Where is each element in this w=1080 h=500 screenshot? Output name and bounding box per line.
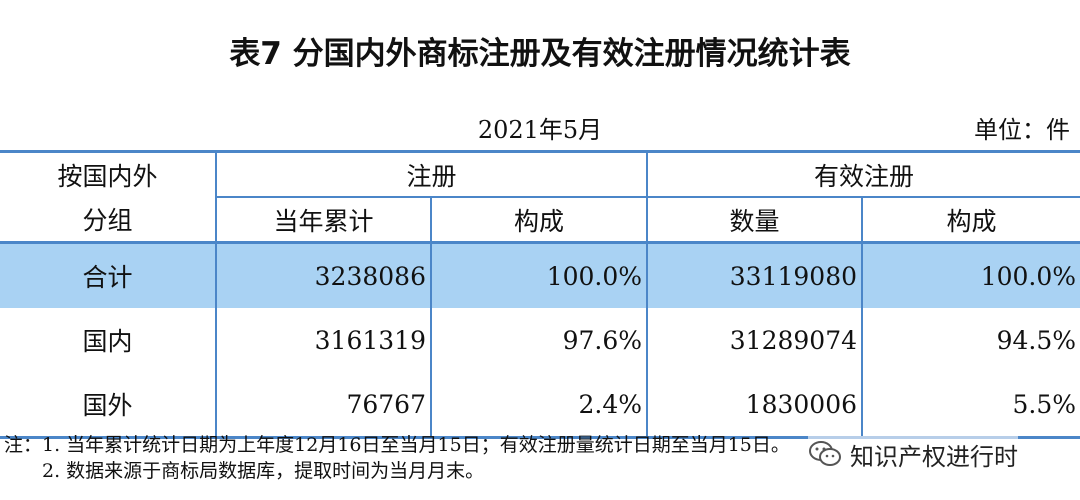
trademark-statistics-table: 按国内外 注册 有效注册 分组 当年累计 构成 数量 构成 合计 3238086… <box>0 150 1080 439</box>
registration-share: 2.4% <box>429 372 648 439</box>
valid-count: 33119080 <box>646 242 863 308</box>
table-notes: 注：1. 当年累计统计日期为上年度12月16日至当月15日；有效注册量统计日期至… <box>4 432 790 484</box>
watermark: 知识产权进行时 <box>808 436 1018 472</box>
valid-composition-header: 构成 <box>861 197 1080 244</box>
group-header-line1: 按国内外 <box>0 150 216 197</box>
valid-count: 1830006 <box>646 372 863 439</box>
valid-share: 5.5% <box>861 372 1080 439</box>
report-date: 2021年5月 <box>477 116 603 144</box>
valid-share: 94.5% <box>861 308 1080 372</box>
valid-registration-header: 有效注册 <box>646 150 1080 198</box>
row-label: 合计 <box>0 242 216 308</box>
valid-share: 100.0% <box>861 242 1080 308</box>
table-title: 表7 分国内外商标注册及有效注册情况统计表 <box>229 36 851 72</box>
registration-count: 3161319 <box>215 308 431 372</box>
wechat-icon <box>809 441 841 466</box>
watermark-text: 知识产权进行时 <box>850 442 1018 471</box>
row-label: 国外 <box>0 372 216 439</box>
registration-count: 76767 <box>215 372 431 439</box>
valid-quantity-header: 数量 <box>646 197 863 244</box>
table-row: 国内 3161319 97.6% 31289074 94.5% <box>0 308 1080 372</box>
registration-share: 97.6% <box>429 308 648 372</box>
table-row: 合计 3238086 100.0% 33119080 100.0% <box>0 242 1080 308</box>
registration-header: 注册 <box>214 150 648 198</box>
unit-label: 单位：件 <box>974 116 1070 144</box>
valid-count: 31289074 <box>646 308 863 372</box>
registration-composition-header: 构成 <box>429 197 648 244</box>
group-header-line2: 分组 <box>0 197 216 244</box>
note-1: 注：1. 当年累计统计日期为上年度12月16日至当月15日；有效注册量统计日期至… <box>4 434 790 456</box>
year-cumulative-header: 当年累计 <box>215 197 431 244</box>
registration-count: 3238086 <box>215 242 431 308</box>
table-row: 国外 76767 2.4% 1830006 5.5% <box>0 372 1080 439</box>
registration-share: 100.0% <box>429 242 648 308</box>
note-2: 2. 数据来源于商标局数据库，提取时间为当月月末。 <box>4 460 485 482</box>
row-label: 国内 <box>82 327 133 356</box>
